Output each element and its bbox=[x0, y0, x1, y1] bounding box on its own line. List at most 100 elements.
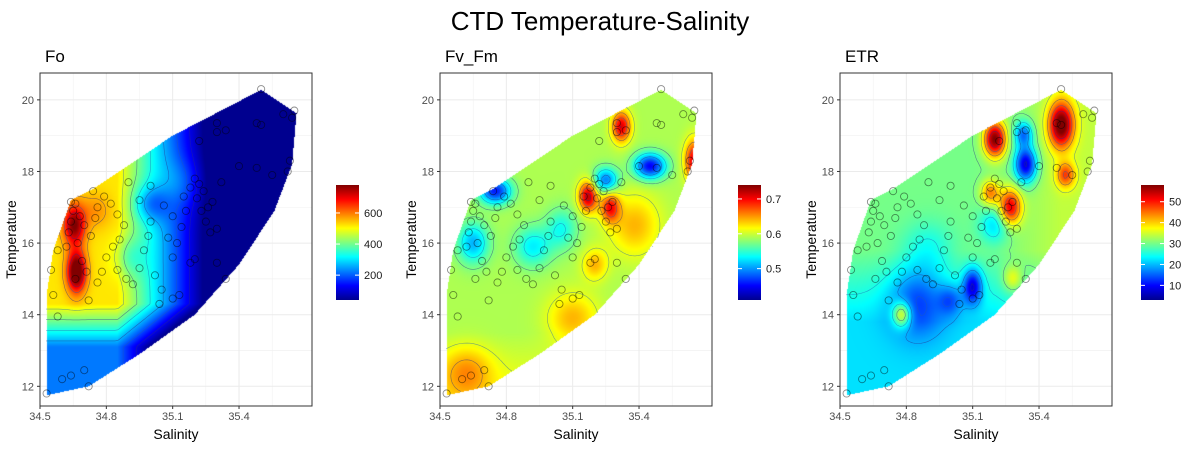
contour-level bbox=[581, 117, 693, 218]
station-point bbox=[164, 233, 173, 242]
station-point bbox=[621, 126, 630, 135]
station-point bbox=[617, 178, 626, 187]
station-point bbox=[119, 221, 129, 230]
station-point bbox=[75, 212, 84, 221]
station-point bbox=[535, 196, 544, 205]
station-point bbox=[80, 366, 89, 375]
station-point bbox=[1021, 274, 1030, 283]
axes: 34.5 34.8 35.1 35.4 12 14 16 18 20 Salinity Temper… bbox=[403, 95, 650, 442]
figure-title: CTD Temperature-Salinity bbox=[451, 6, 750, 36]
contour-level bbox=[46, 141, 170, 342]
station-point bbox=[288, 113, 297, 122]
station-point bbox=[935, 196, 944, 205]
station-point bbox=[62, 242, 71, 251]
station-point bbox=[657, 85, 666, 94]
station-point bbox=[590, 255, 599, 264]
station-point bbox=[1021, 126, 1030, 135]
station-point bbox=[939, 246, 948, 255]
station-point bbox=[471, 199, 480, 208]
y-tick-label: 14 bbox=[422, 310, 434, 322]
colorbar-tick-label: 10 bbox=[1169, 280, 1181, 292]
station-point bbox=[853, 312, 862, 321]
contour-level bbox=[970, 161, 1027, 292]
station-point bbox=[475, 212, 484, 221]
station-point bbox=[882, 267, 891, 276]
station-point bbox=[995, 179, 1004, 189]
station-point bbox=[508, 242, 518, 251]
station-point bbox=[601, 217, 610, 226]
station-point bbox=[539, 246, 548, 255]
station-point bbox=[500, 192, 509, 201]
station-point bbox=[64, 228, 73, 237]
station-point bbox=[497, 267, 506, 276]
x-tick-label: 34.8 bbox=[496, 411, 517, 423]
station-point bbox=[581, 206, 591, 215]
station-point bbox=[124, 178, 133, 187]
station-point bbox=[86, 231, 95, 240]
station-point bbox=[212, 224, 221, 233]
contour-level bbox=[67, 212, 84, 288]
station-point bbox=[489, 187, 498, 196]
station-point bbox=[955, 299, 964, 309]
station-point bbox=[546, 181, 555, 190]
x-tick-label: 35.4 bbox=[228, 411, 249, 423]
station-point bbox=[1052, 119, 1061, 128]
colorbar-tick-label: 30 bbox=[1169, 239, 1181, 251]
contour-level bbox=[489, 160, 658, 196]
station-point bbox=[84, 296, 93, 305]
contour-level bbox=[980, 93, 1082, 227]
station-point bbox=[168, 294, 177, 303]
colorbar-tick-label: 200 bbox=[364, 270, 382, 282]
station-point bbox=[464, 228, 473, 237]
colorbar-tick-label: 50 bbox=[1169, 197, 1181, 209]
station-point bbox=[564, 233, 573, 242]
station-point bbox=[592, 194, 602, 203]
panel-fv-fm: Fv_Fm 34.5 34.8 35.1 35.4 12 14 16 18 20 Salinity T… bbox=[403, 47, 781, 442]
panel-etr: ETR 34.5 34.8 35.1 35.4 12 14 16 18 20 Salinity Tem… bbox=[803, 47, 1181, 442]
station-point bbox=[66, 217, 76, 226]
station-point bbox=[928, 280, 937, 289]
station-point bbox=[893, 203, 902, 212]
station-point bbox=[1012, 119, 1021, 128]
station-point bbox=[986, 183, 995, 192]
y-tick-label: 16 bbox=[422, 238, 434, 250]
station-point bbox=[469, 206, 478, 215]
contour-level bbox=[585, 126, 622, 202]
station-point bbox=[122, 274, 131, 283]
contour-level bbox=[122, 132, 187, 364]
station-point bbox=[146, 217, 155, 226]
contour-lines bbox=[46, 126, 198, 364]
station-point bbox=[559, 201, 568, 210]
station-point bbox=[873, 239, 882, 248]
station-point bbox=[652, 119, 661, 128]
colorbar bbox=[336, 185, 359, 300]
station-point bbox=[290, 106, 299, 115]
station-point bbox=[199, 187, 208, 196]
station-point bbox=[506, 199, 515, 208]
station-point bbox=[908, 242, 918, 251]
station-point bbox=[853, 246, 862, 255]
station-point bbox=[449, 290, 458, 300]
station-point bbox=[168, 212, 177, 221]
station-point bbox=[212, 119, 221, 128]
station-point bbox=[66, 197, 76, 206]
station-point bbox=[466, 197, 476, 206]
station-point bbox=[146, 181, 155, 190]
station-point bbox=[181, 206, 191, 215]
station-point bbox=[201, 217, 210, 226]
station-point bbox=[480, 366, 489, 375]
station-point bbox=[992, 194, 1002, 203]
station-point bbox=[53, 246, 62, 255]
station-point bbox=[186, 258, 195, 267]
station-point bbox=[864, 228, 873, 237]
station-point bbox=[986, 258, 995, 267]
station-point bbox=[893, 278, 902, 287]
contour-level bbox=[453, 146, 674, 271]
heatmap-raster bbox=[840, 73, 1112, 406]
station-points bbox=[442, 85, 699, 398]
station-point bbox=[579, 192, 588, 201]
station-point bbox=[212, 128, 221, 137]
station-point bbox=[268, 170, 277, 180]
station-point bbox=[108, 242, 118, 251]
y-tick-label: 20 bbox=[822, 95, 834, 107]
